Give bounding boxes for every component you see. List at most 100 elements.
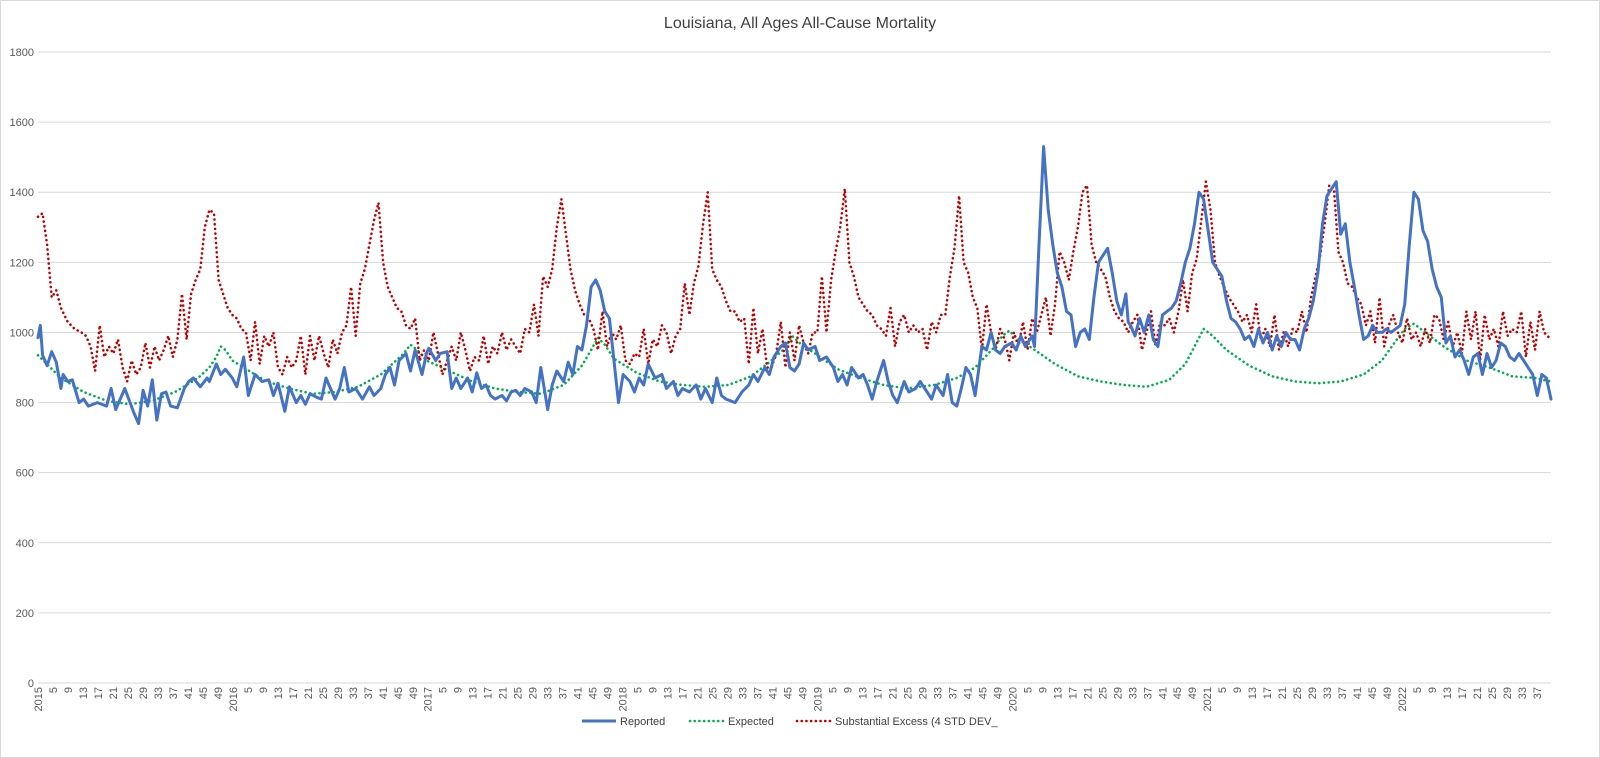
x-tick-label: 49	[603, 687, 615, 699]
x-tick-label: 25	[1487, 687, 1499, 699]
series-line-reported	[36, 145, 1553, 426]
x-tick-label: 37	[363, 687, 375, 699]
x-tick-label: 2022	[1397, 687, 1409, 711]
x-tick-label: 21	[1277, 687, 1289, 699]
x-tick-label: 2017	[423, 687, 435, 711]
x-tick-label: 29	[917, 687, 929, 699]
x-tick-label: 21	[1472, 687, 1484, 699]
x-tick-label: 33	[932, 687, 944, 699]
x-tick-label: 2015	[33, 687, 45, 711]
x-tick-label: 29	[138, 687, 150, 699]
x-tick-label: 21	[1082, 687, 1094, 699]
x-tick-label: 5	[1022, 687, 1034, 693]
x-tick-label: 5	[827, 687, 839, 693]
x-tick-label: 13	[1442, 687, 1454, 699]
x-tick-label: 9	[63, 687, 75, 693]
x-tick-label: 25	[1097, 687, 1109, 699]
x-tick-label: 17	[93, 687, 105, 699]
x-tick-label: 13	[663, 687, 675, 699]
x-tick-label: 29	[1112, 687, 1124, 699]
legend: Reported Expected Substantial Excess (4 ST…	[582, 716, 999, 728]
x-tick-label: 5	[633, 687, 645, 693]
x-tick-label: 45	[783, 687, 795, 699]
x-tick-label: 25	[1292, 687, 1304, 699]
x-tick-label: 37	[558, 687, 570, 699]
x-tick-label: 33	[1322, 687, 1334, 699]
gridlines	[38, 51, 1551, 684]
x-tick-label: 29	[1307, 687, 1319, 699]
x-tick-label: 17	[483, 687, 495, 699]
x-tick-label: 17	[678, 687, 690, 699]
x-tick-label: 2021	[1202, 687, 1214, 711]
x-tick-label: 29	[1502, 687, 1514, 699]
legend-label: Reported	[620, 716, 665, 728]
chart-title: Louisiana, All Ages All-Cause Mortality	[664, 15, 936, 32]
y-tick-label: 1600	[10, 117, 34, 129]
y-tick-label: 600	[16, 468, 34, 480]
y-tick-label: 200	[16, 608, 34, 620]
x-tick-label: 13	[273, 687, 285, 699]
x-tick-label: 45	[977, 687, 989, 699]
x-tick-label: 17	[1262, 687, 1274, 699]
x-tick-label: 21	[887, 687, 899, 699]
x-axis-ticks: 2015 5 9 13 17 21 25 29 33 37 41 45 49 2016 5 9 13 17 21 25…	[33, 687, 1544, 711]
x-tick-label: 29	[528, 687, 540, 699]
x-tick-label: 25	[708, 687, 720, 699]
x-tick-label: 13	[1052, 687, 1064, 699]
x-tick-label: 45	[198, 687, 210, 699]
x-tick-label: 9	[453, 687, 465, 693]
x-tick-label: 41	[962, 687, 974, 699]
x-tick-label: 41	[1157, 687, 1169, 699]
x-tick-label: 29	[333, 687, 345, 699]
x-tick-label: 21	[303, 687, 315, 699]
x-tick-label: 41	[573, 687, 585, 699]
x-tick-label: 29	[723, 687, 735, 699]
y-tick-label: 1000	[10, 327, 34, 339]
x-tick-label: 13	[78, 687, 90, 699]
x-tick-label: 41	[378, 687, 390, 699]
series-line-substantial-excess-4-std-dev	[36, 180, 1553, 383]
x-tick-label: 2019	[812, 687, 824, 711]
x-tick-label: 9	[842, 687, 854, 693]
x-tick-label: 49	[213, 687, 225, 699]
y-tick-label: 800	[16, 398, 34, 410]
legend-label: Substantial Excess (4 STD DEV_	[835, 716, 999, 728]
x-tick-label: 5	[1217, 687, 1229, 693]
x-tick-label: 37	[168, 687, 180, 699]
x-tick-label: 17	[1457, 687, 1469, 699]
x-tick-label: 49	[992, 687, 1004, 699]
x-tick-label: 45	[1172, 687, 1184, 699]
x-tick-label: 2020	[1007, 687, 1019, 711]
x-tick-label: 9	[1232, 687, 1244, 693]
x-tick-label: 37	[753, 687, 765, 699]
y-axis-ticks: 0 200 400 600 800 1000 1200 1400 1600 1800	[10, 47, 34, 690]
x-tick-label: 2016	[228, 687, 240, 711]
x-tick-label: 41	[768, 687, 780, 699]
x-tick-label: 37	[1532, 687, 1544, 699]
x-tick-label: 5	[243, 687, 255, 693]
x-tick-label: 33	[153, 687, 165, 699]
x-tick-label: 5	[438, 687, 450, 693]
y-tick-label: 400	[16, 538, 34, 550]
x-tick-label: 37	[1337, 687, 1349, 699]
x-tick-label: 41	[183, 687, 195, 699]
x-tick-label: 5	[1412, 687, 1424, 693]
x-tick-label: 13	[857, 687, 869, 699]
x-tick-label: 13	[1247, 687, 1259, 699]
x-tick-label: 17	[288, 687, 300, 699]
x-tick-label: 21	[693, 687, 705, 699]
y-tick-label: 1400	[10, 187, 34, 199]
x-tick-label: 25	[513, 687, 525, 699]
x-tick-label: 5	[48, 687, 60, 693]
x-tick-label: 13	[468, 687, 480, 699]
x-tick-label: 25	[123, 687, 135, 699]
legend-label: Expected	[728, 716, 774, 728]
x-tick-label: 49	[797, 687, 809, 699]
x-tick-label: 33	[1517, 687, 1529, 699]
x-tick-label: 45	[393, 687, 405, 699]
x-tick-label: 37	[1142, 687, 1154, 699]
x-tick-label: 45	[1367, 687, 1379, 699]
x-tick-label: 9	[1427, 687, 1439, 693]
y-tick-label: 0	[28, 678, 34, 690]
